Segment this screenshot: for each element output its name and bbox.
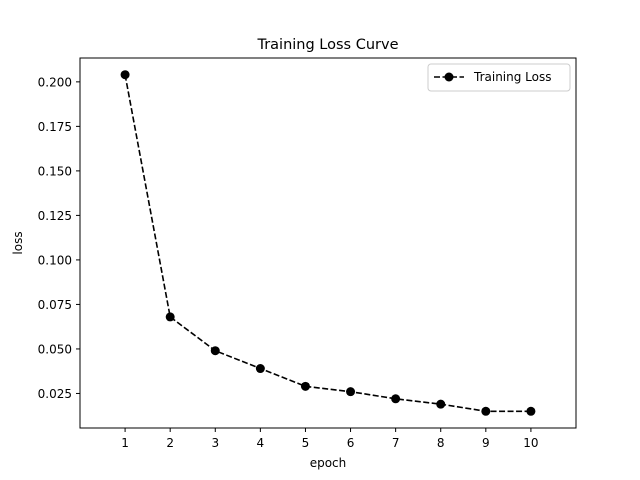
legend-box: [427, 63, 571, 92]
data-point: [165, 312, 175, 322]
y-tick-label: 0.075: [38, 298, 72, 312]
y-tick-label: 0.200: [38, 75, 72, 89]
legend-marker: [444, 72, 454, 82]
chart-title: Training Loss Curve: [256, 37, 398, 53]
data-point: [436, 399, 446, 409]
series-line: [124, 74, 531, 413]
data-point: [255, 364, 265, 374]
data-point: [526, 406, 536, 416]
data-point: [391, 394, 401, 404]
plot-frame: [79, 57, 577, 429]
data-point: [300, 381, 310, 391]
x-tick-label: 8: [437, 436, 445, 450]
x-axis-ticks: 1 2 3 4 5 6 7 8 9 10: [121, 428, 539, 450]
x-tick-label: 5: [302, 436, 310, 450]
x-tick-label: 1: [121, 436, 129, 450]
y-tick-label: 0.100: [38, 253, 72, 267]
data-point: [120, 70, 130, 80]
x-tick-label: 7: [392, 436, 400, 450]
x-tick-label: 4: [257, 436, 265, 450]
x-tick-label: 2: [166, 436, 174, 450]
y-axis-ticks: 0.025 0.050 0.075 0.100 0.125 0.150 0.175 0.200: [38, 75, 80, 401]
data-point: [481, 406, 491, 416]
x-tick-label: 3: [211, 436, 219, 450]
plot-series: [120, 70, 536, 416]
y-tick-label: 0.175: [38, 120, 72, 134]
y-tick-label: 0.050: [38, 342, 72, 356]
y-tick-label: 0.025: [38, 387, 72, 401]
data-point: [210, 346, 220, 356]
y-axis-label: loss: [11, 231, 25, 254]
y-tick-label: 0.150: [38, 164, 72, 178]
x-tick-label: 10: [523, 436, 538, 450]
x-axis-label: epoch: [310, 456, 347, 470]
x-tick-label: 6: [347, 436, 355, 450]
data-point: [346, 387, 356, 397]
legend: Training Loss: [427, 63, 571, 92]
y-tick-label: 0.125: [38, 209, 72, 223]
legend-label: Training Loss: [473, 70, 551, 84]
x-tick-label: 9: [482, 436, 490, 450]
